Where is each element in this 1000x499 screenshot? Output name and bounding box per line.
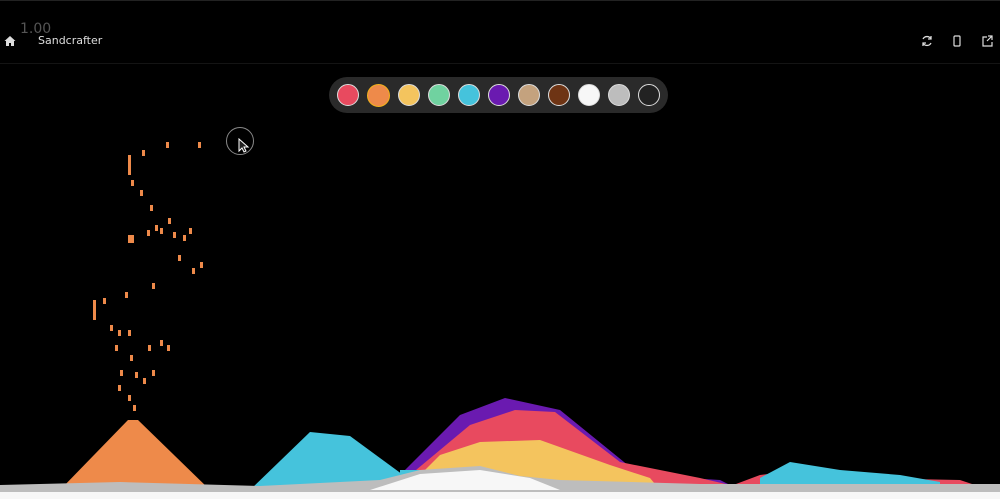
white-sand-floor xyxy=(0,492,1000,499)
falling-sand-grain xyxy=(189,228,192,234)
falling-sand-grain xyxy=(160,340,163,346)
falling-sand-grain xyxy=(140,190,143,196)
falling-sand-grain xyxy=(93,300,96,320)
falling-sand-grain xyxy=(192,268,195,274)
falling-sand-grain xyxy=(133,405,136,411)
falling-sand-grain xyxy=(183,235,186,241)
falling-sand-grain xyxy=(103,298,106,304)
falling-sand-grain xyxy=(152,283,155,289)
app-title: Sandcrafter xyxy=(38,34,103,47)
fps-counter: 1.00 xyxy=(20,21,52,37)
color-palette xyxy=(329,77,668,113)
external-link-icon[interactable] xyxy=(980,34,994,48)
falling-sand-grain xyxy=(142,150,145,156)
falling-sand-grain xyxy=(147,230,150,236)
falling-sand-grain xyxy=(128,395,131,401)
phone-icon[interactable] xyxy=(950,34,964,48)
color-swatch[interactable] xyxy=(518,84,540,106)
falling-sand-grain xyxy=(125,292,128,298)
refresh-icon[interactable] xyxy=(920,34,934,48)
falling-sand-grain xyxy=(152,370,155,376)
color-swatch[interactable] xyxy=(398,84,420,106)
falling-sand-grain xyxy=(118,330,121,336)
falling-sand-grain xyxy=(168,218,171,224)
falling-sand-grain xyxy=(128,330,131,336)
color-swatch[interactable] xyxy=(488,84,510,106)
color-swatch[interactable] xyxy=(337,84,359,106)
home-icon[interactable] xyxy=(4,35,16,47)
mouse-pointer-icon xyxy=(238,138,250,153)
falling-sand-grain xyxy=(200,262,203,268)
falling-sand-grain xyxy=(128,235,134,243)
top-bar: 1.00 Sandcrafter xyxy=(0,0,1000,64)
falling-sand-grain xyxy=(120,370,123,376)
falling-sand-grain xyxy=(148,345,151,351)
falling-sand-grain xyxy=(128,155,131,175)
color-swatch[interactable] xyxy=(578,84,600,106)
falling-sand-grain xyxy=(150,205,153,211)
sand-canvas[interactable] xyxy=(0,63,1000,499)
falling-sand-grain xyxy=(143,378,146,384)
falling-sand-grain xyxy=(178,255,181,261)
falling-sand-grain xyxy=(160,228,163,234)
falling-sand-grain xyxy=(155,225,158,231)
color-swatch[interactable] xyxy=(638,84,660,106)
color-swatch[interactable] xyxy=(608,84,630,106)
falling-sand-grain xyxy=(167,345,170,351)
brush-cursor xyxy=(226,127,254,155)
orange-sand-pile xyxy=(60,420,210,490)
cyan-sand-pile xyxy=(250,432,410,490)
falling-sand-grain xyxy=(198,142,201,148)
cyan-sand-low xyxy=(760,462,940,490)
color-swatch[interactable] xyxy=(428,84,450,106)
falling-sand-grain xyxy=(166,142,169,148)
falling-sand-grain xyxy=(115,345,118,351)
falling-sand-grain xyxy=(131,180,134,186)
falling-sand-grain xyxy=(110,325,113,331)
color-swatch[interactable] xyxy=(548,84,570,106)
falling-sand-grain xyxy=(135,372,138,378)
color-swatch[interactable] xyxy=(458,84,480,106)
falling-sand-grain xyxy=(130,355,133,361)
white-sand-pile xyxy=(370,470,560,490)
falling-sand-grain xyxy=(118,385,121,391)
color-swatch[interactable] xyxy=(367,83,390,107)
falling-sand-grain xyxy=(173,232,176,238)
